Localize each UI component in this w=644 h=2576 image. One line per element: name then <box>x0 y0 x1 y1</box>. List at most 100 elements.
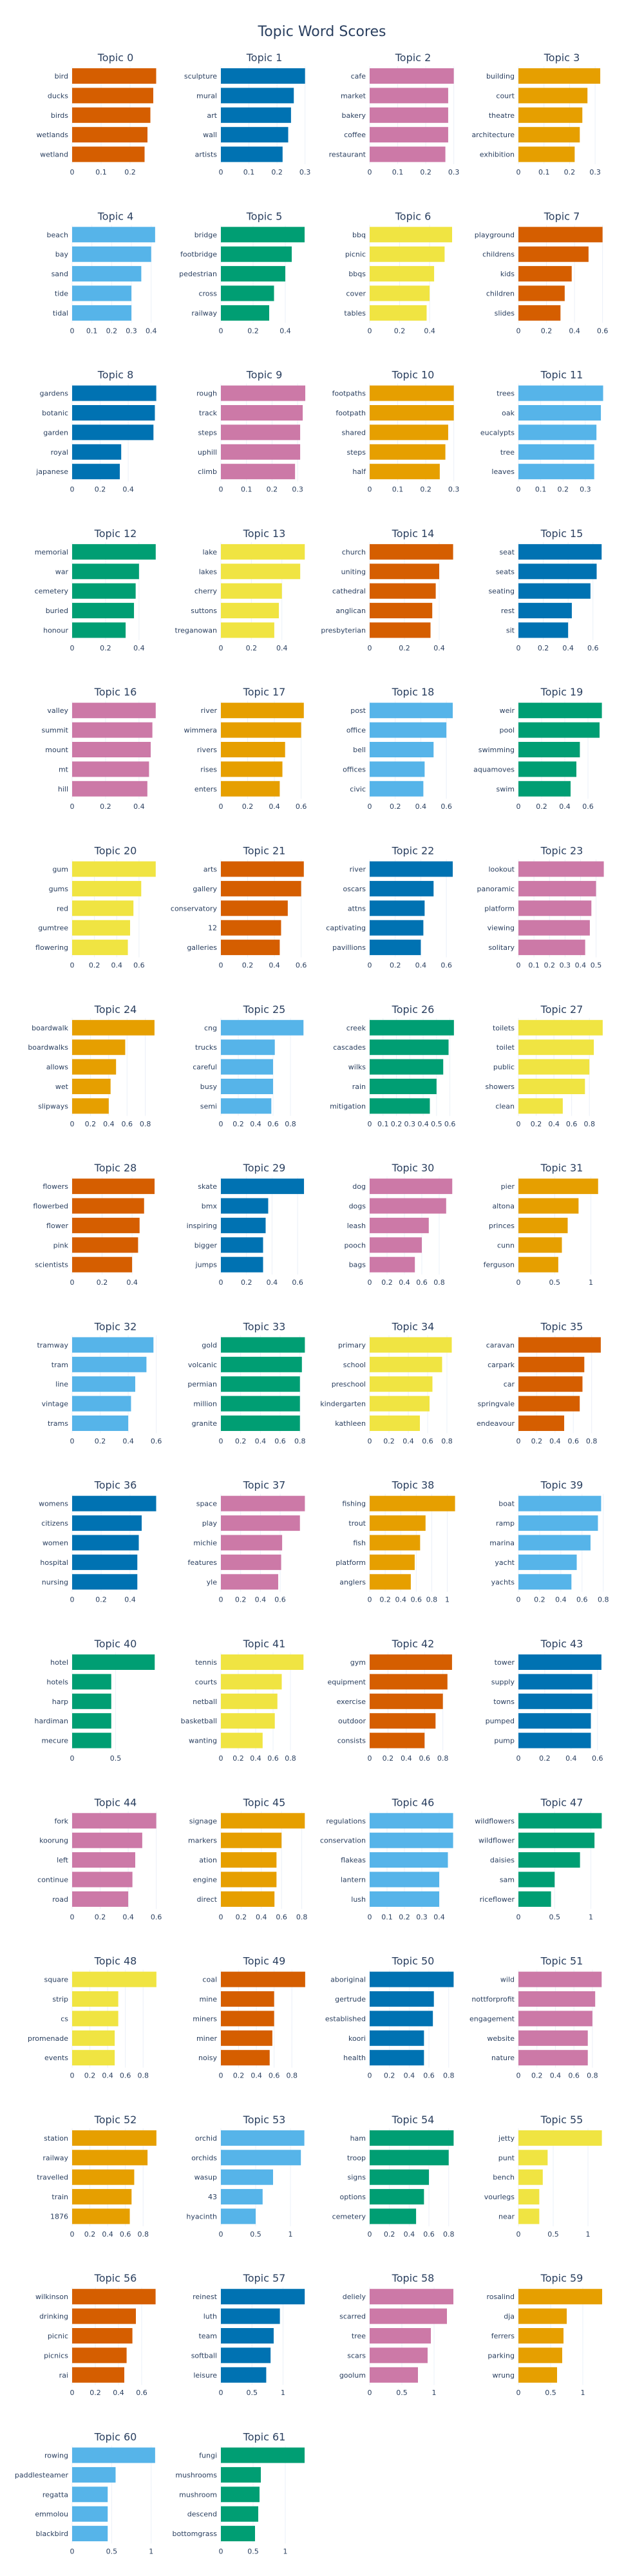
bar <box>221 722 301 738</box>
x-tick-label: 0 <box>516 2230 521 2239</box>
bar <box>221 1079 273 1094</box>
bar-label: cunn <box>497 1241 515 1249</box>
bar-label: japanese <box>35 468 68 476</box>
bar-label: wasup <box>194 2174 217 2182</box>
x-tick-label: 0 <box>70 1437 75 1445</box>
bar-label: tram <box>52 1361 68 1369</box>
bar <box>72 444 122 460</box>
bar-label: cemetery <box>332 2213 366 2221</box>
bar-label: seat <box>499 548 515 556</box>
x-tick-label: 0.2 <box>384 2230 395 2239</box>
x-tick-label: 0.8 <box>140 1120 151 1128</box>
panel-title: Topic 41 <box>243 1638 286 1650</box>
panel-title: Topic 26 <box>392 1003 435 1016</box>
bar-label: office <box>346 726 366 735</box>
bar <box>221 2486 260 2503</box>
x-tick-label: 0.4 <box>550 2072 562 2080</box>
bar <box>72 2208 130 2224</box>
panel-title: Topic 40 <box>94 1638 137 1650</box>
bar-label: pink <box>53 1241 69 1249</box>
panel-title: Topic 43 <box>540 1638 583 1650</box>
bar-label: slides <box>495 309 515 317</box>
topic-panel: Topic 33 0 0.2 0.4 0.6 0.8 gold volcanic permian… <box>187 1320 305 1445</box>
x-tick-label: 0.1 <box>392 486 404 494</box>
topic-panel: Topic 31 0 0.5 1 pier altona princes cunn fergus… <box>484 1162 598 1287</box>
topic-panel: Topic 40 0 0.5 hotel hotels harp hardiman mecur… <box>34 1638 155 1763</box>
topic-panel: Topic 54 0 0.2 0.4 0.6 0.8 ham troop signs option… <box>332 2114 455 2239</box>
bar <box>518 107 583 123</box>
bar <box>518 1237 562 1253</box>
x-tick-label: 0.6 <box>269 2072 280 2080</box>
x-tick-label: 0 <box>219 802 223 811</box>
bar <box>221 1019 304 1036</box>
bar <box>370 781 424 797</box>
x-tick-label: 0.2 <box>95 1437 106 1445</box>
bar-label: markers <box>188 1837 217 1845</box>
bar <box>221 1356 302 1372</box>
panel-title: Topic 53 <box>243 2114 286 2126</box>
x-tick-label: 0.4 <box>276 644 288 652</box>
bar <box>370 1554 415 1570</box>
bar <box>72 2169 135 2185</box>
bar-label: near <box>498 2213 515 2221</box>
x-tick-label: 0 <box>368 644 372 652</box>
bar-label: wildflower <box>478 1837 515 1845</box>
bar <box>221 305 269 321</box>
x-tick-label: 0.6 <box>444 1120 456 1128</box>
bar <box>518 1574 572 1590</box>
x-tick-label: 0.3 <box>448 168 460 176</box>
bar-label: 43 <box>208 2193 217 2201</box>
x-tick-label: 0 <box>70 168 75 176</box>
bar-label: tidal <box>53 309 68 317</box>
bar <box>72 1256 133 1273</box>
x-tick-label: 0.1 <box>392 168 404 176</box>
bar <box>72 266 142 282</box>
bar <box>370 742 434 757</box>
bar-label: sand <box>52 270 68 278</box>
bar-label: offices <box>343 765 366 773</box>
bar-label: aboriginal <box>330 1976 366 1984</box>
bar <box>72 2367 124 2383</box>
bar <box>221 1376 300 1392</box>
x-tick-label: 0.2 <box>246 644 258 652</box>
x-tick-label: 0.4 <box>415 961 427 970</box>
bar-label: wet <box>55 1083 69 1091</box>
x-tick-label: 0.2 <box>399 644 410 652</box>
bar <box>72 246 151 262</box>
x-tick-label: 0.4 <box>255 1437 267 1445</box>
bar-label: mushroom <box>179 2490 217 2499</box>
bar <box>221 1674 282 1690</box>
bar <box>72 880 142 896</box>
bar-label: noisy <box>198 2054 217 2062</box>
bar <box>221 544 305 560</box>
bar <box>370 940 421 956</box>
bar <box>221 1416 300 1431</box>
bar <box>518 1356 585 1372</box>
x-tick-label: 0 <box>516 1120 521 1128</box>
bar-label: steps <box>346 448 366 457</box>
bar-label: church <box>342 548 366 556</box>
bar-label: cherry <box>194 587 218 596</box>
bar <box>221 2208 256 2224</box>
bar-label: civic <box>350 785 366 793</box>
bar-label: wrung <box>493 2371 515 2380</box>
bar-label: hardiman <box>34 1717 68 1725</box>
x-tick-label: 0.3 <box>416 1913 428 1921</box>
panel-title: Topic 48 <box>94 1955 137 1967</box>
bar <box>518 1991 596 2007</box>
bar <box>370 1713 436 1729</box>
x-tick-label: 0.3 <box>126 327 137 335</box>
x-tick-label: 0.2 <box>383 1437 395 1445</box>
bar <box>370 1574 411 1590</box>
panel-title: Topic 54 <box>392 2114 435 2126</box>
bar-label: flower <box>46 1222 68 1230</box>
bar <box>518 761 576 777</box>
bar-label: kathleen <box>335 1419 366 1428</box>
bar-label: building <box>486 72 515 80</box>
bar <box>370 1217 429 1233</box>
x-tick-label: 0.4 <box>124 1596 136 1604</box>
x-tick-label: 1 <box>581 2389 585 2397</box>
bar-label: playground <box>475 231 515 239</box>
panel-title: Topic 9 <box>246 369 283 381</box>
